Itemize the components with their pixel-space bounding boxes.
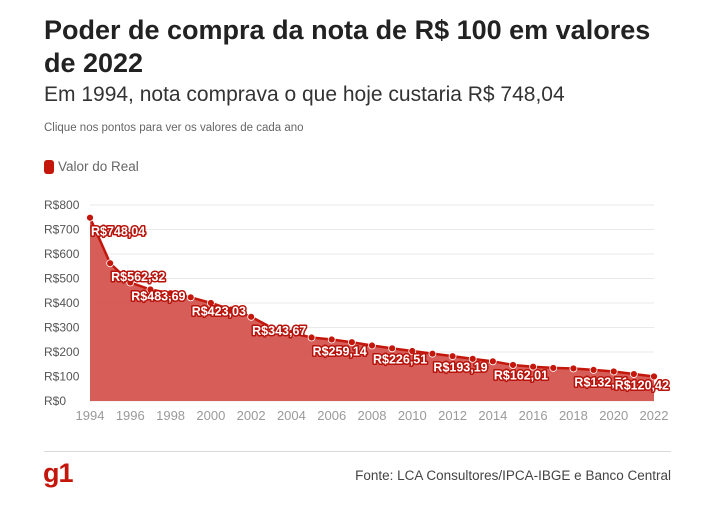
x-tick-label: 2000 — [196, 408, 225, 423]
x-tick-label: 2006 — [317, 408, 346, 423]
data-point[interactable] — [126, 278, 135, 287]
data-label: R$193,19 — [433, 361, 487, 375]
source-note: Fonte: LCA Consultores/IPCA-IBGE e Banco… — [355, 468, 671, 483]
data-point[interactable] — [609, 367, 618, 376]
data-point[interactable] — [509, 361, 517, 369]
data-point[interactable] — [388, 344, 397, 353]
y-tick-label: R$700 — [44, 223, 80, 237]
g1-logo: g1 — [43, 458, 73, 488]
data-point[interactable] — [146, 285, 155, 294]
x-tick-label: 2002 — [237, 408, 266, 423]
data-label: R$226,51 — [373, 353, 427, 367]
data-label: R$162,01 — [494, 368, 548, 382]
x-tick-label: 2012 — [438, 408, 467, 423]
data-point[interactable] — [650, 372, 658, 381]
data-point[interactable] — [186, 293, 195, 302]
data-label: R$132,71 — [574, 375, 628, 389]
data-label: R$562,32 — [111, 270, 165, 284]
legend-label: Valor do Real — [58, 159, 139, 174]
data-point[interactable] — [307, 333, 316, 342]
y-tick-label: R$500 — [44, 272, 80, 286]
x-tick-label: 1994 — [76, 408, 105, 423]
y-tick-label: R$100 — [44, 370, 80, 384]
x-tick-label: 2014 — [478, 408, 507, 423]
chart-hint: Clique nos pontos para ver os valores de… — [44, 122, 304, 134]
footer-divider — [44, 451, 671, 452]
data-label: R$748,04 — [91, 225, 145, 239]
data-label: R$483,69 — [131, 289, 185, 303]
data-point[interactable] — [347, 338, 356, 347]
y-tick-label: R$200 — [44, 345, 80, 359]
data-point[interactable] — [428, 349, 437, 358]
legend-swatch — [44, 159, 54, 174]
data-point[interactable] — [408, 347, 417, 355]
data-point[interactable] — [468, 354, 477, 363]
data-point[interactable] — [287, 328, 296, 337]
data-point[interactable] — [267, 323, 276, 332]
y-tick-label: R$0 — [44, 394, 66, 408]
data-point[interactable] — [368, 341, 376, 350]
data-point[interactable] — [569, 364, 578, 373]
data-label: R$120,42 — [615, 378, 669, 392]
data-point[interactable] — [227, 305, 235, 314]
data-point[interactable] — [327, 335, 336, 344]
data-label: R$423,03 — [192, 304, 246, 318]
data-point[interactable] — [247, 312, 256, 321]
data-point[interactable] — [166, 289, 175, 298]
x-tick-label: 1996 — [116, 408, 145, 423]
data-label: R$259,14 — [313, 345, 367, 359]
data-point[interactable] — [529, 362, 538, 371]
x-tick-label: 2016 — [519, 408, 548, 423]
data-point[interactable] — [488, 357, 497, 366]
y-tick-label: R$400 — [44, 296, 80, 310]
data-point[interactable] — [448, 352, 457, 361]
data-point[interactable] — [629, 370, 638, 378]
x-tick-label: 2020 — [599, 408, 628, 423]
y-tick-label: R$600 — [44, 247, 80, 261]
data-point[interactable] — [206, 299, 215, 307]
x-tick-label: 2022 — [640, 408, 669, 423]
data-label: R$343,67 — [252, 324, 306, 338]
x-tick-label: 2004 — [277, 408, 306, 423]
data-point[interactable] — [549, 364, 558, 372]
series-area — [90, 217, 654, 401]
data-point[interactable] — [86, 213, 94, 222]
legend: Valor do Real — [44, 159, 139, 174]
data-point[interactable] — [589, 365, 598, 374]
y-tick-label: R$300 — [44, 321, 80, 335]
y-tick-label: R$800 — [44, 198, 80, 212]
x-tick-label: 1998 — [156, 408, 185, 423]
x-tick-label: 2018 — [559, 408, 588, 423]
data-point[interactable] — [106, 259, 115, 268]
chart-subtitle: Em 1994, nota comprava o que hoje custar… — [44, 83, 565, 106]
chart-title: Poder de compra da nota de R$ 100 em val… — [44, 15, 651, 78]
x-tick-label: 2008 — [358, 408, 387, 423]
x-tick-label: 2010 — [398, 408, 427, 423]
